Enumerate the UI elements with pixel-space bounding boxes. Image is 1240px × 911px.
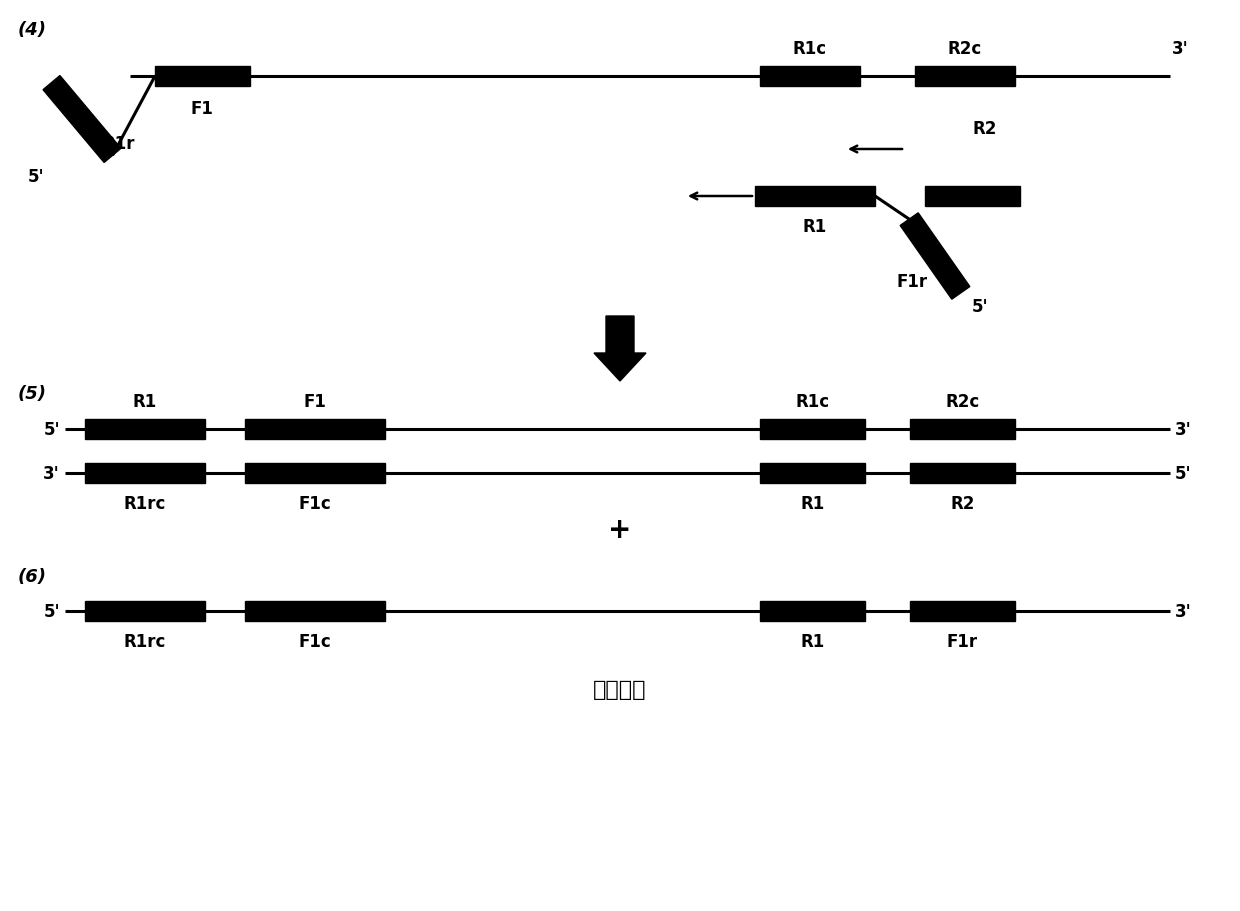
Text: 5': 5'	[29, 168, 45, 186]
Text: R2: R2	[950, 495, 975, 512]
Text: (5): (5)	[19, 384, 47, 403]
FancyArrow shape	[594, 317, 646, 382]
Text: (6): (6)	[19, 568, 47, 586]
Bar	[760, 420, 866, 439]
Text: R1r: R1r	[102, 135, 134, 153]
Text: R1rc: R1rc	[124, 495, 166, 512]
Bar	[910, 464, 1016, 484]
Text: 3': 3'	[1176, 421, 1192, 438]
Text: R1rc: R1rc	[124, 632, 166, 650]
Text: 5': 5'	[43, 602, 60, 620]
Bar	[910, 420, 1016, 439]
Text: R1: R1	[800, 495, 825, 512]
Text: 3': 3'	[1176, 602, 1192, 620]
Text: 3': 3'	[1172, 40, 1189, 58]
Text: R2c: R2c	[945, 393, 980, 411]
Text: R2c: R2c	[947, 40, 982, 58]
Text: F1r: F1r	[947, 632, 978, 650]
Bar	[86, 420, 205, 439]
Bar	[760, 67, 861, 87]
Bar	[915, 67, 1016, 87]
Text: 5': 5'	[43, 421, 60, 438]
Polygon shape	[43, 77, 122, 163]
Bar	[925, 187, 1021, 207]
Text: R2: R2	[973, 120, 997, 138]
Text: 3': 3'	[43, 465, 60, 483]
Text: R1c: R1c	[795, 393, 830, 411]
Text: R1: R1	[133, 393, 157, 411]
Bar	[246, 420, 384, 439]
Bar	[246, 464, 384, 484]
Bar	[760, 464, 866, 484]
Text: F1r: F1r	[897, 272, 928, 291]
Text: F1c: F1c	[299, 495, 331, 512]
Text: F1c: F1c	[299, 632, 331, 650]
Bar	[155, 67, 250, 87]
Bar	[246, 601, 384, 621]
Text: F1: F1	[191, 100, 213, 118]
Bar	[86, 601, 205, 621]
Bar	[910, 601, 1016, 621]
Polygon shape	[900, 213, 970, 300]
Bar	[760, 601, 866, 621]
Text: 5': 5'	[972, 298, 988, 315]
Text: +: +	[609, 516, 631, 543]
Text: 第二核酸: 第二核酸	[593, 680, 647, 700]
Text: 5': 5'	[1176, 465, 1192, 483]
Text: R1: R1	[800, 632, 825, 650]
Text: F1: F1	[304, 393, 326, 411]
Bar	[755, 187, 875, 207]
Text: R1c: R1c	[792, 40, 827, 58]
Text: R1: R1	[802, 218, 827, 236]
Text: (4): (4)	[19, 21, 47, 39]
Bar	[86, 464, 205, 484]
